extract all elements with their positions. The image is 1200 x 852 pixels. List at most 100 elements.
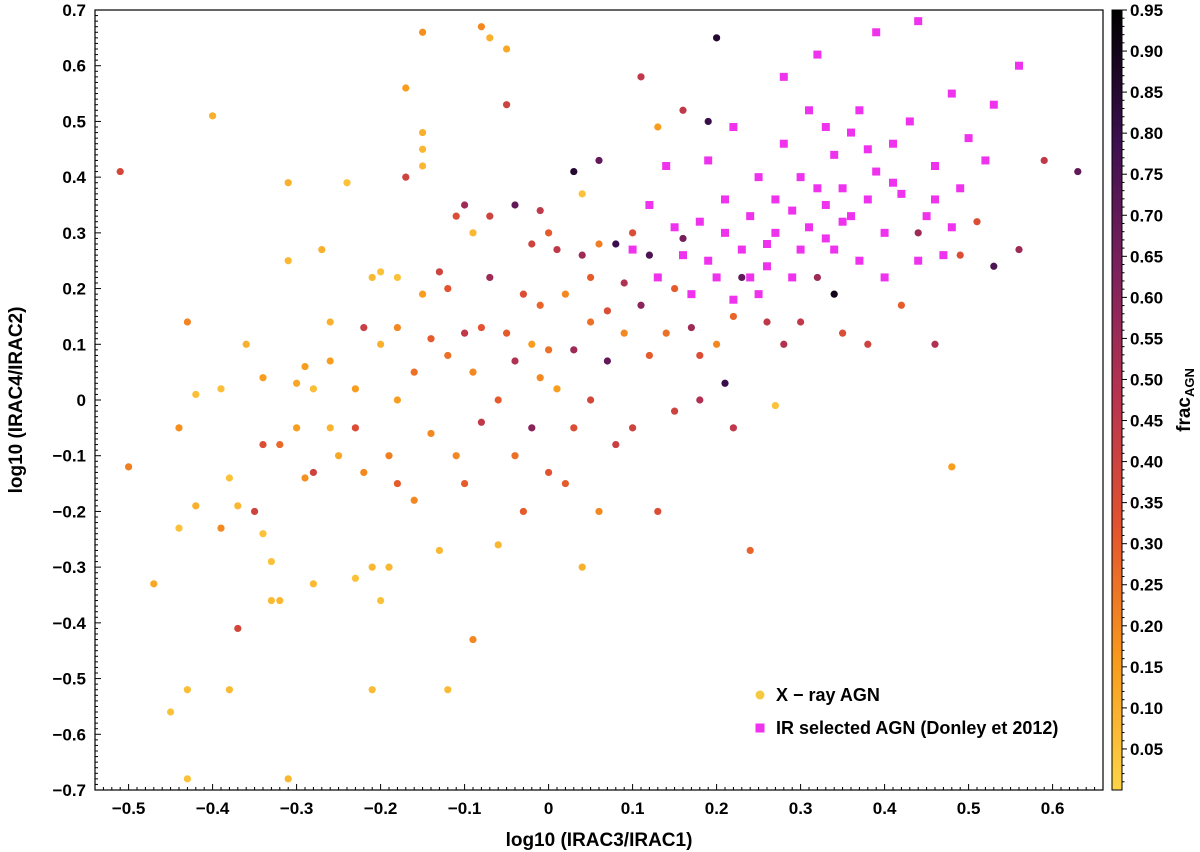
- xray-agn-point: [427, 429, 435, 438]
- xray-agn-point: [393, 479, 401, 488]
- xray-agn-point: [587, 273, 595, 282]
- ir-agn-point: [805, 106, 813, 115]
- xray-agn-point: [494, 541, 502, 549]
- xray-agn-point: [503, 45, 511, 53]
- y-axis-ticks: 0.7 0.6 0.5 0.4 0.3 0.2 0.1 0 −0.1 −0.2 −0.3 −0.4 −0…: [52, 1, 101, 800]
- ir-agn-point: [687, 290, 696, 299]
- xray-agn-point: [217, 385, 225, 393]
- ir-agn-point: [788, 206, 797, 215]
- xray-agn-point: [351, 424, 359, 432]
- colorbar-tick-label: 0.50: [1130, 370, 1163, 389]
- xray-agn-point: [183, 775, 191, 783]
- colorbar-tick-label: 0.05: [1130, 740, 1163, 759]
- colorbar-label-sub: AGN: [1182, 368, 1197, 397]
- xray-agn-point: [377, 340, 385, 348]
- xray-agn-point: [620, 279, 628, 287]
- ir-agn-point: [628, 245, 637, 254]
- x-axis-ticks: −0.5 −0.4 −0.3 −0.2 −0.1 0 0.1 0.2 0.3 0.4 0.5 0.6: [94, 784, 1104, 818]
- ir-agn-point: [712, 273, 721, 282]
- colorbar-tick-label: 0.40: [1130, 453, 1163, 472]
- xray-agn-point: [654, 507, 662, 516]
- ir-agn-point: [956, 184, 965, 193]
- xray-agn-point: [167, 708, 175, 716]
- ir-agn-point: [939, 251, 948, 260]
- xray-agn-point: [368, 563, 376, 571]
- xray-agn-point: [469, 229, 477, 237]
- xray-agn-point: [251, 507, 259, 516]
- xray-agn-point: [209, 112, 217, 120]
- colorbar-label: fracAGN: [1174, 368, 1197, 432]
- x-tick-label: 0.6: [1041, 799, 1065, 818]
- xray-agn-point: [931, 340, 939, 348]
- xray-agn-point: [259, 530, 267, 538]
- xray-agn-point: [225, 474, 233, 482]
- xray-agn-point: [603, 357, 612, 365]
- xray-agn-point: [217, 524, 225, 532]
- xray-agn-point: [486, 34, 494, 42]
- colorbar-tick-label: 0.20: [1130, 617, 1163, 636]
- ir-agn-point: [905, 117, 914, 126]
- xray-agn-point: [435, 268, 443, 276]
- ir-agn-point: [880, 273, 889, 282]
- xray-agn-point: [587, 396, 595, 404]
- xray-agn-point: [377, 596, 385, 605]
- xray-agn-point: [461, 479, 469, 488]
- legend-label-xray: X − ray AGN: [776, 685, 880, 705]
- ir-agn-point: [863, 145, 872, 154]
- xray-agn-point: [267, 557, 275, 566]
- xray-agn-point: [183, 686, 191, 694]
- xray-agn-point: [419, 128, 427, 137]
- xray-agn-point: [528, 424, 536, 432]
- xray-agn-point: [545, 229, 553, 237]
- xray-agn-point: [368, 686, 376, 694]
- xray-agn-point: [687, 323, 696, 332]
- xray-agn-point: [360, 323, 368, 332]
- xray-agn-point: [393, 396, 401, 404]
- ir-agn-point: [796, 245, 805, 254]
- xray-agn-point: [612, 240, 620, 248]
- xray-agn-point: [343, 179, 351, 187]
- xray-agn-point: [326, 318, 334, 326]
- ir-agn-point: [947, 89, 956, 98]
- xray-agn-point: [402, 84, 410, 92]
- xray-agn-point: [234, 502, 242, 510]
- xray-agn-point: [830, 290, 838, 298]
- xray-agn-point: [385, 563, 393, 571]
- ir-agn-point: [964, 134, 973, 143]
- y-tick-label: 0.6: [62, 57, 86, 76]
- ir-agn-point: [922, 212, 931, 221]
- ir-agn-point: [838, 184, 847, 193]
- xray-agn-point: [620, 329, 628, 337]
- legend-label-ir: IR selected AGN (Donley et 2012): [776, 718, 1058, 738]
- legend: X − ray AGN IR selected AGN (Donley et 2…: [755, 685, 1058, 738]
- xray-agn-point: [713, 34, 721, 42]
- xray-agn-point: [973, 218, 981, 226]
- xray-agn-point: [1015, 245, 1023, 254]
- x-tick-label: −0.1: [448, 799, 482, 818]
- xray-agn-point: [897, 301, 906, 309]
- xray-agn-point: [813, 273, 822, 282]
- xray-agn-point: [763, 318, 771, 326]
- xray-agn-point: [956, 251, 964, 259]
- y-tick-label: 0.4: [62, 168, 86, 187]
- ir-agn-point: [838, 217, 847, 226]
- xray-agn-point: [780, 340, 788, 348]
- colorbar-tick-label: 0.80: [1130, 124, 1163, 143]
- ir-agn-point: [855, 256, 864, 265]
- xray-agn-point: [393, 323, 401, 332]
- xray-agn-point: [477, 323, 485, 332]
- x-tick-label: −0.4: [196, 799, 230, 818]
- xray-agn-point: [629, 424, 637, 432]
- ir-agn-point: [805, 223, 813, 232]
- colorbar-tick-label: 0.10: [1130, 699, 1163, 718]
- xray-agn-point: [469, 635, 477, 644]
- xray-agn-point: [242, 340, 250, 348]
- xray-agn-point: [276, 440, 284, 449]
- xray-agn-point: [183, 318, 191, 326]
- xray-agn-point: [587, 318, 595, 326]
- ir-agn-point: [813, 184, 822, 193]
- x-tick-label: 0: [544, 799, 553, 818]
- xray-agn-point: [503, 101, 511, 109]
- xray-agn-point: [293, 379, 301, 387]
